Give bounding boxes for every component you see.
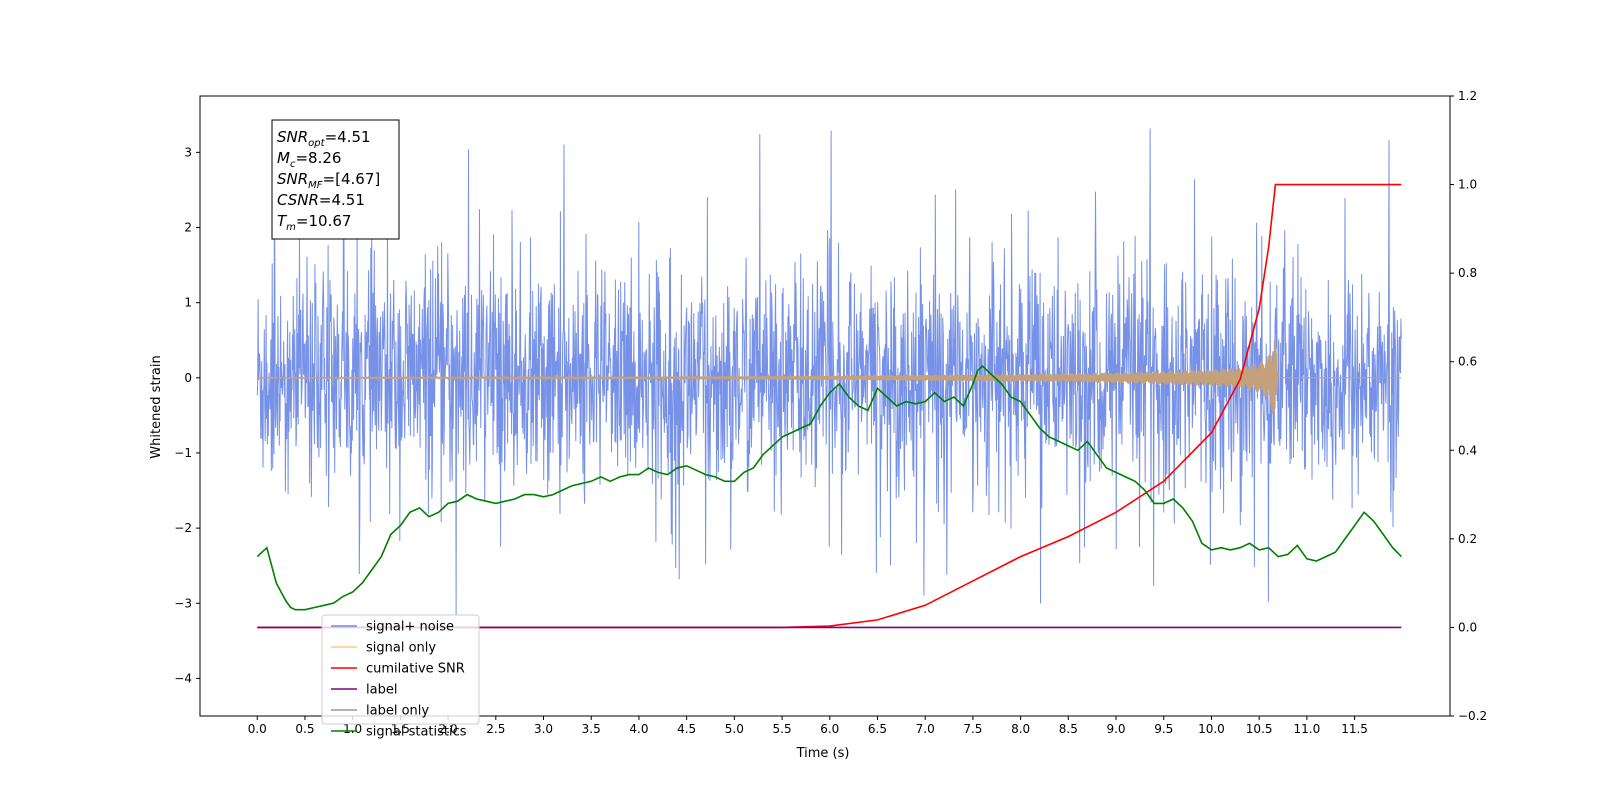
x-tick-label: 11.5 (1341, 722, 1368, 736)
x-tick-label: 10.5 (1246, 722, 1273, 736)
y2-tick-label: 1.2 (1458, 89, 1477, 103)
x-tick-label: 2.0 (439, 722, 458, 736)
legend-label: label only (366, 704, 429, 719)
x-tick-label: 6.5 (868, 722, 887, 736)
x-tick-label: 11.0 (1294, 722, 1321, 736)
y-tick-label: −3 (174, 596, 192, 610)
plot-frame (199, 95, 1451, 717)
x-tick-label: 9.5 (1154, 722, 1173, 736)
x-tick-label: 6.0 (820, 722, 839, 736)
x-tick-label: 4.5 (677, 722, 696, 736)
legend-label: signal only (366, 641, 436, 656)
y-tick-label: −2 (174, 521, 192, 535)
x-tick-label: 5.0 (725, 722, 744, 736)
x-axis-label: Time (s) (796, 746, 850, 761)
series-signal-statistics (256, 365, 1402, 611)
x-tick-label: 3.5 (582, 722, 601, 736)
x-tick-label: 3.0 (534, 722, 553, 736)
x-tick-label: 8.5 (1059, 722, 1078, 736)
y2-tick-label: 0.0 (1458, 620, 1477, 634)
y2-tick-label: 0.8 (1458, 266, 1477, 280)
x-tick-label: 2.5 (486, 722, 505, 736)
legend-label: signal statistics (366, 725, 467, 740)
y2-tick-label: 0.4 (1458, 443, 1477, 457)
series-signal-noise (256, 128, 1402, 616)
y-tick-label: 2 (184, 221, 192, 235)
x-tick-label: 7.5 (963, 722, 982, 736)
x-tick-label: 4.0 (629, 722, 648, 736)
x-tick-label: 10.0 (1198, 722, 1225, 736)
series-cumilative-snr (257, 183, 1402, 629)
annotation-line: SNRopt=4.51 (277, 128, 371, 149)
x-tick-label: 8.0 (1011, 722, 1030, 736)
annotation-line: SNRMF=[4.67] (277, 170, 380, 191)
y-tick-label: 1 (184, 296, 192, 310)
annotation-line: CSNR=4.51 (277, 191, 365, 209)
x-tick-label: 1.0 (343, 722, 362, 736)
series-signal-only (256, 334, 1402, 414)
y-tick-label: −4 (174, 671, 192, 685)
annotation-line: Mc=8.26 (277, 149, 341, 170)
y-tick-label: −1 (174, 446, 192, 460)
y2-tick-label: −0.2 (1458, 709, 1487, 723)
y-tick-label: 0 (184, 371, 192, 385)
legend-label: cumilative SNR (366, 662, 465, 677)
legend: signal+ noise signal only cumilative SNR la… (321, 614, 480, 740)
y-tick-label: 3 (184, 145, 192, 159)
legend-frame (321, 614, 480, 725)
y2-tick-label: 1.0 (1458, 178, 1477, 192)
legend-label: signal+ noise (366, 620, 454, 635)
axes-layer: 0.0 0.5 1.0 1.5 2.0 2.5 3.0 3.5 4.0 4.5 5.0 5.5 6.0 6… (174, 89, 1487, 736)
x-tick-label: 0.5 (295, 722, 314, 736)
annotation-frame (271, 119, 400, 240)
annotation-line: Tm=10.67 (277, 212, 351, 233)
x-tick-label: 7.0 (916, 722, 935, 736)
x-tick-label: 1.5 (391, 722, 410, 736)
x-tick-label: 5.5 (773, 722, 792, 736)
x-tick-label: 9.0 (1106, 722, 1125, 736)
y2-tick-label: 0.2 (1458, 532, 1477, 546)
y-axis-label: Whitened strain (149, 355, 164, 458)
legend-label: label (366, 683, 397, 698)
y2-tick-label: 0.6 (1458, 355, 1477, 369)
x-tick-label: 0.0 (248, 722, 267, 736)
